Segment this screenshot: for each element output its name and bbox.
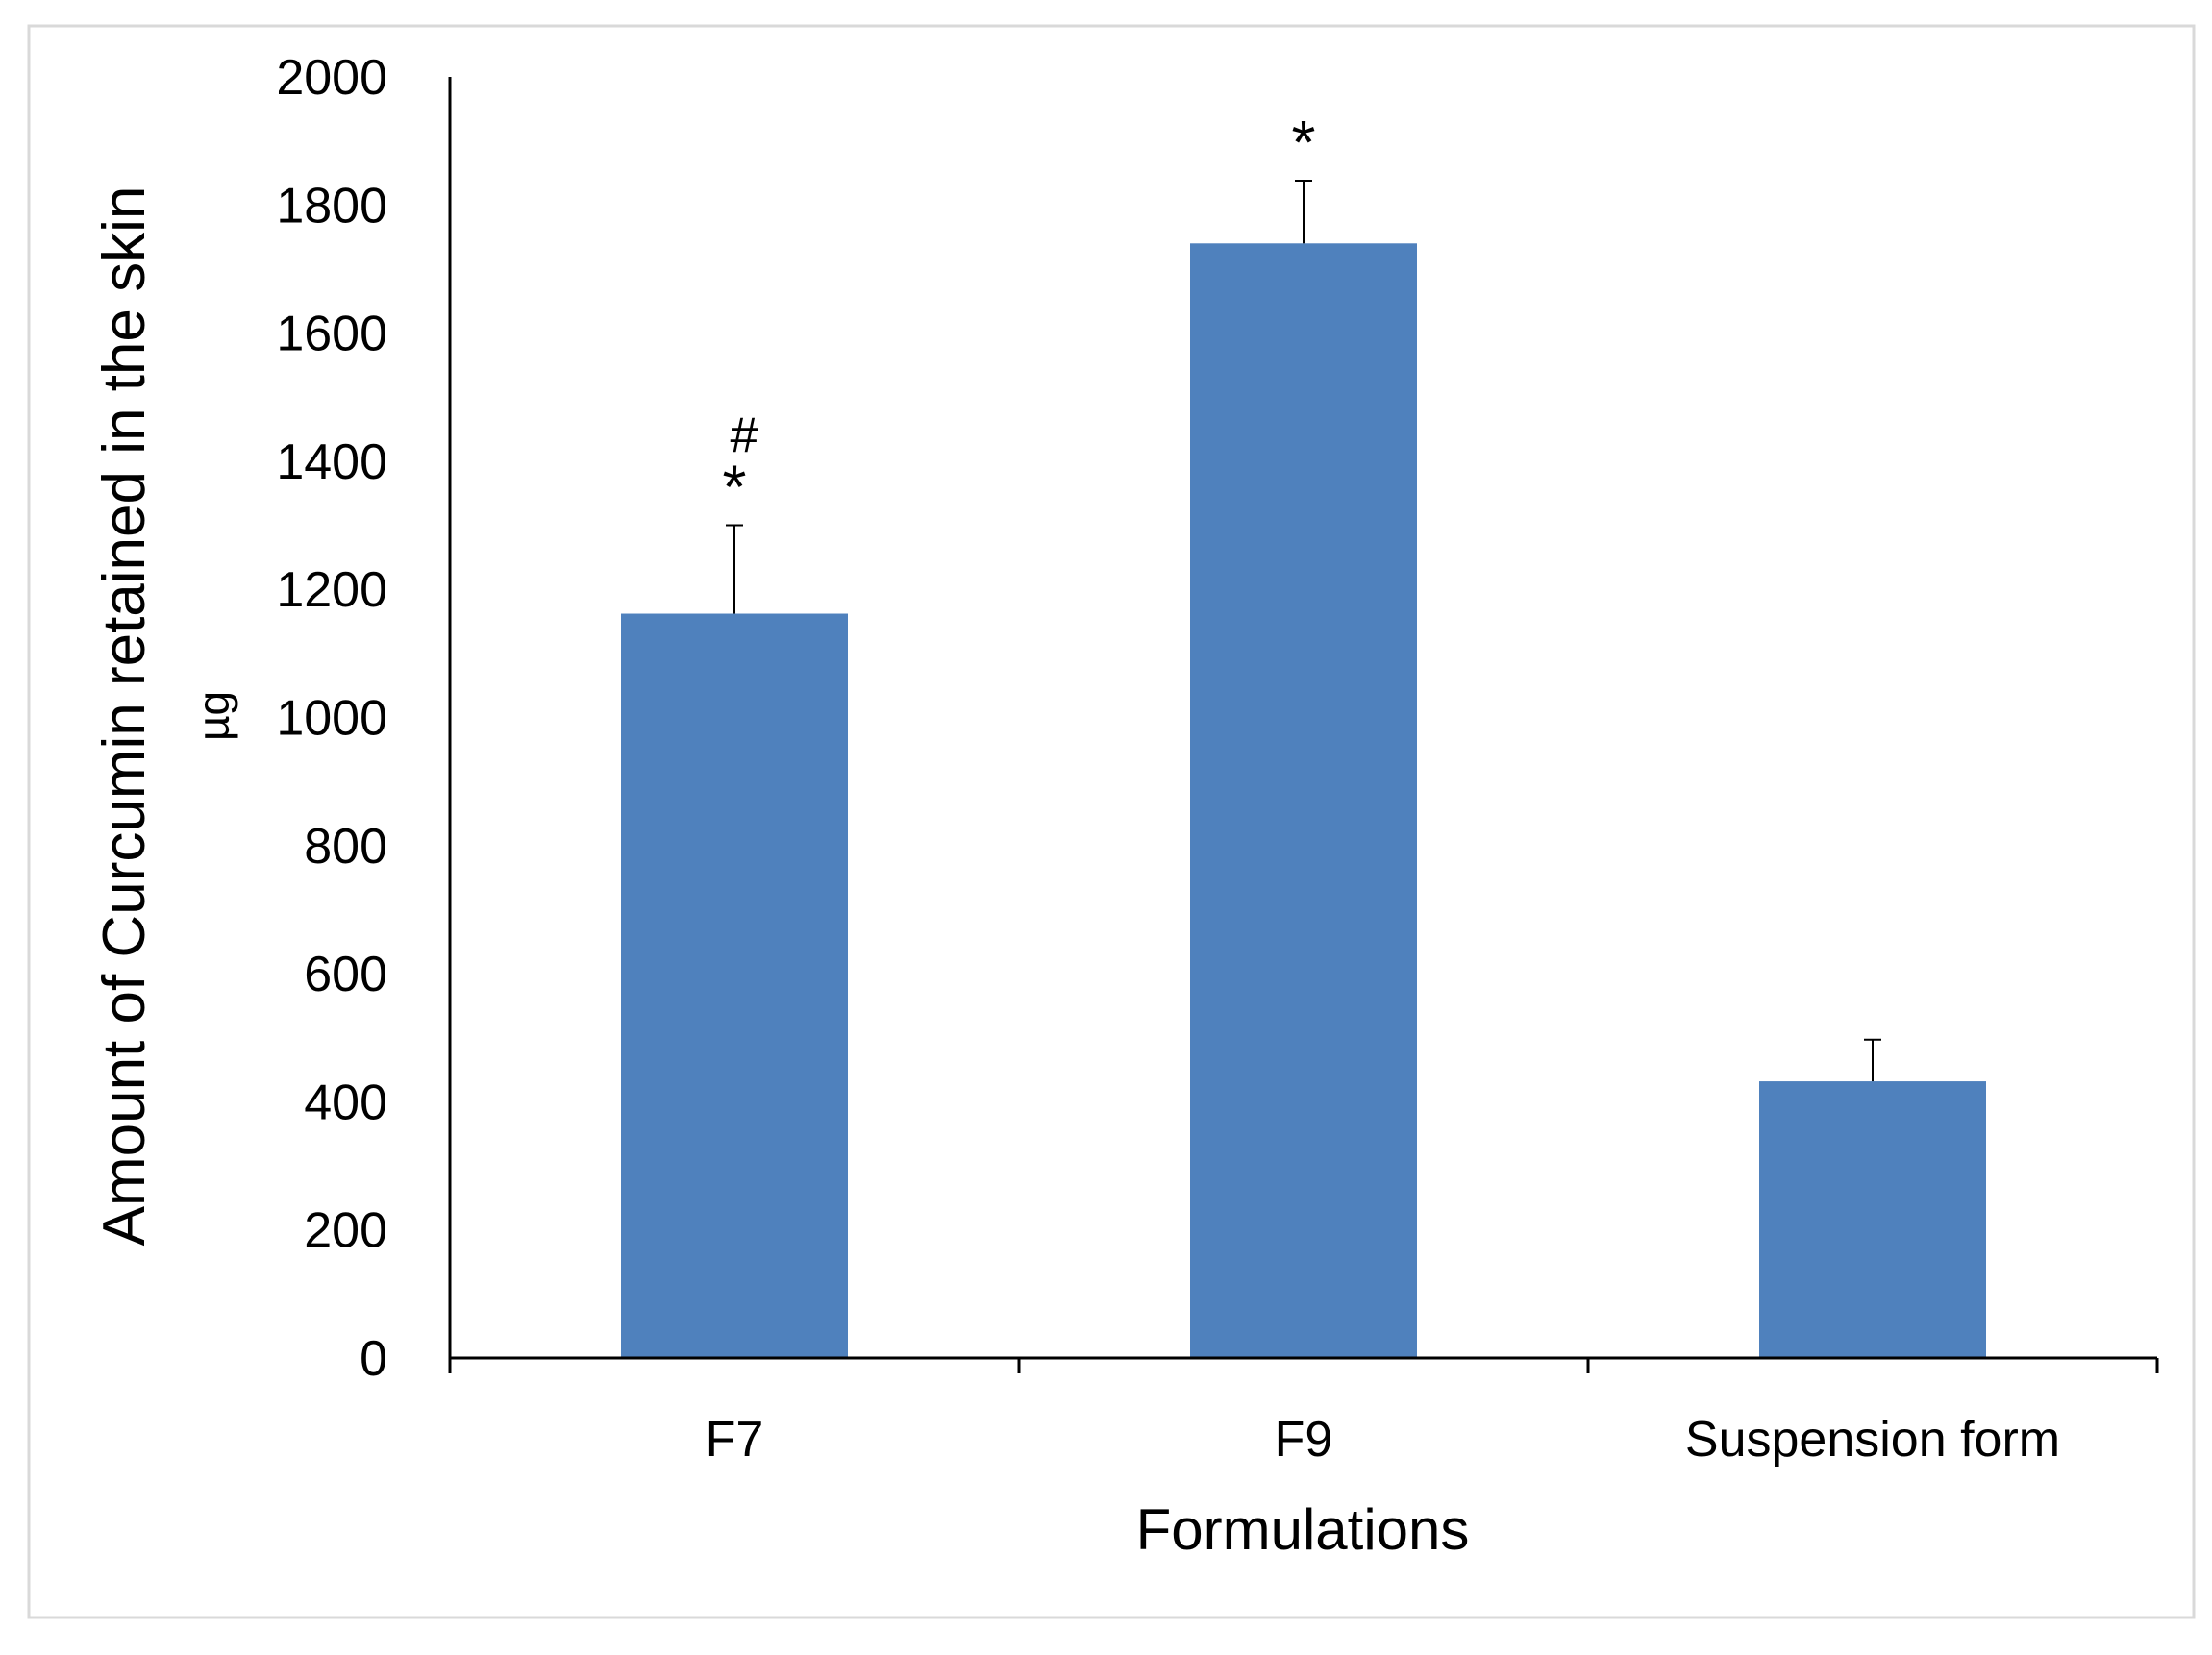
y-tick-label-0: 0 [360, 1331, 387, 1387]
x-tick-label-2: Suspension form [1685, 1412, 2060, 1468]
annotation-1-0: * [1292, 108, 1316, 177]
y-tick-label-4: 800 [304, 819, 387, 875]
y-tick-label-2: 400 [304, 1075, 387, 1130]
bars-layer [621, 243, 1986, 1358]
y-axis-unit-label: µg [188, 691, 238, 741]
y-tick-label-3: 600 [304, 947, 387, 1002]
error-bars-layer [726, 179, 1881, 1082]
annotations-layer: *#* [723, 108, 1316, 522]
x-axis-label: Formulations [1136, 1497, 1470, 1562]
y-tick-label-10: 2000 [276, 50, 387, 106]
x-tick-label-1: F9 [1275, 1412, 1333, 1468]
axes-layer [448, 77, 2159, 1373]
bar-0 [621, 613, 848, 1358]
bar-2 [1759, 1081, 1986, 1358]
bar-1 [1190, 243, 1417, 1358]
y-tick-label-8: 1600 [276, 307, 387, 362]
y-tick-label-9: 1800 [276, 178, 387, 234]
y-axis-label: Amount of Curcumin retained in the skin [91, 186, 158, 1247]
y-tick-label-1: 200 [304, 1203, 387, 1259]
annotation-0-1: # [731, 408, 758, 464]
y-tick-label-5: 1000 [276, 691, 387, 747]
x-tick-labels: F7 F9 Suspension form [706, 1412, 2060, 1468]
y-tick-label-7: 1400 [276, 434, 387, 490]
y-tick-label-6: 1200 [276, 562, 387, 618]
x-tick-label-0: F7 [706, 1412, 764, 1468]
y-tick-labels: 0 200 400 600 800 1000 1200 1400 1600 1800 2000 [276, 50, 387, 1387]
annotation-0-0: * [723, 453, 747, 522]
